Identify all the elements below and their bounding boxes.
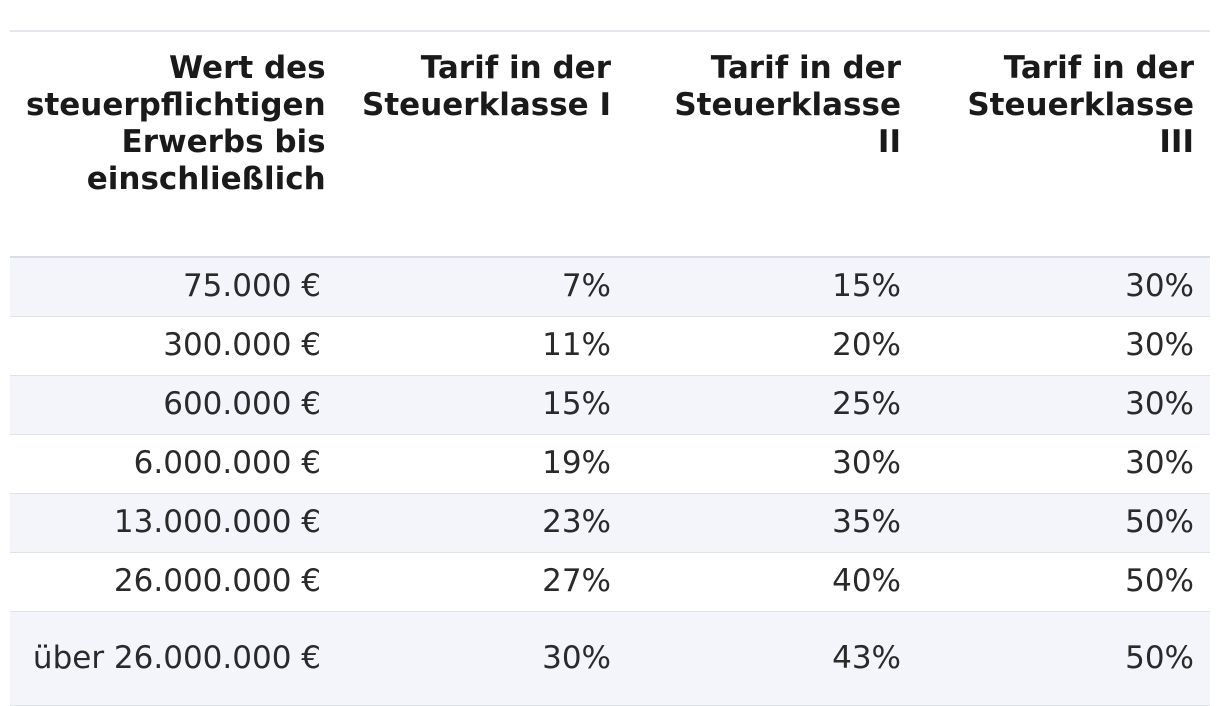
tax-rate-table-container: Wert des steuerpflichtigen Erwerbs bis e… (10, 30, 1210, 706)
cell-acquisition-value: 600.000 € (10, 375, 337, 435)
header-tax-class-1: Tarif in der Steuerklasse I (362, 50, 611, 123)
cell-tax-class-3: 30% (917, 257, 1210, 317)
cell-acquisition-value: 6.000.000 € (10, 434, 337, 494)
cell-acquisition-value: 300.000 € (10, 316, 337, 376)
cell-tax-class-3: 50% (917, 611, 1210, 706)
table-row: 13.000.000 € 23% 35% 50% (10, 493, 1210, 553)
cell-tax-class-2: 30% (627, 434, 917, 494)
cell-tax-class-2: 35% (627, 493, 917, 553)
cell-acquisition-value: über 26.000.000 € (10, 611, 337, 706)
cell-acquisition-value: 26.000.000 € (10, 552, 337, 612)
header-tax-class-2: Tarif in der Steuerklasse II (674, 50, 901, 160)
table-row: 600.000 € 15% 25% 30% (10, 375, 1210, 435)
table-row: 75.000 € 7% 15% 30% (10, 257, 1210, 317)
header-acquisition-value: Wert des steuerpflichtigen Erwerbs bis e… (26, 50, 326, 197)
cell-tax-class-1: 15% (337, 375, 627, 435)
cell-acquisition-value: 75.000 € (10, 257, 337, 317)
cell-tax-class-1: 7% (337, 257, 627, 317)
cell-tax-class-1: 27% (337, 552, 627, 612)
cell-tax-class-2: 20% (627, 316, 917, 376)
cell-tax-class-1: 30% (337, 611, 627, 706)
table-row: 26.000.000 € 27% 40% 50% (10, 552, 1210, 612)
cell-tax-class-2: 25% (627, 375, 917, 435)
cell-tax-class-3: 30% (917, 316, 1210, 376)
cell-tax-class-3: 50% (917, 493, 1210, 553)
cell-tax-class-3: 30% (917, 375, 1210, 435)
cell-tax-class-2: 15% (627, 257, 917, 317)
tax-rate-table: Wert des steuerpflichtigen Erwerbs bis e… (10, 30, 1210, 706)
cell-tax-class-2: 43% (627, 611, 917, 706)
header-tax-class-3: Tarif in der Steuerklasse III (967, 50, 1194, 160)
cell-acquisition-value: 13.000.000 € (10, 493, 337, 553)
table-row: 6.000.000 € 19% 30% 30% (10, 434, 1210, 494)
cell-tax-class-2: 40% (627, 552, 917, 612)
table-row: 300.000 € 11% 20% 30% (10, 316, 1210, 376)
cell-tax-class-1: 11% (337, 316, 627, 376)
cell-tax-class-3: 50% (917, 552, 1210, 612)
header-row: Wert des steuerpflichtigen Erwerbs bis e… (10, 31, 1210, 257)
table-body: 75.000 € 7% 15% 30% 300.000 € 11% 20% 30… (10, 257, 1210, 706)
cell-tax-class-1: 23% (337, 493, 627, 553)
cell-tax-class-1: 19% (337, 434, 627, 494)
table-row: über 26.000.000 € 30% 43% 50% (10, 611, 1210, 706)
cell-tax-class-3: 30% (917, 434, 1210, 494)
table-header: Wert des steuerpflichtigen Erwerbs bis e… (10, 31, 1210, 257)
